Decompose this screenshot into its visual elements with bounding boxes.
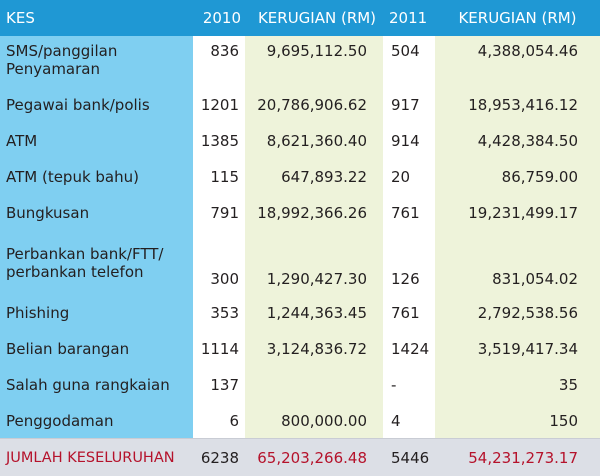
row-cases-2010: 836 bbox=[193, 36, 245, 87]
row-loss-2011: 86,759.00 bbox=[435, 159, 600, 195]
header-2010: 2010 bbox=[193, 0, 245, 36]
row-loss-2011: 831,054.02 bbox=[435, 231, 600, 295]
row-kes: Belian barangan bbox=[0, 331, 193, 367]
row-loss-2011: 150 bbox=[435, 403, 600, 438]
total-loss-2010: 65,203,266.48 bbox=[245, 438, 383, 476]
row-loss-2011: 3,519,417.34 bbox=[435, 331, 600, 367]
row-loss-2010: 3,124,836.72 bbox=[245, 331, 383, 367]
row-loss-2011: 4,388,054.46 bbox=[435, 36, 600, 87]
row-loss-2010: 18,992,366.26 bbox=[245, 195, 383, 231]
header-kerugian-2011: KERUGIAN (RM) bbox=[435, 0, 600, 36]
row-kes: Penggodaman bbox=[0, 403, 193, 438]
row-cases-2011: 914 bbox=[383, 123, 435, 159]
row-loss-2010: 647,893.22 bbox=[245, 159, 383, 195]
row-cases-2011: 4 bbox=[383, 403, 435, 438]
total-label: JUMLAH KESELURUHAN bbox=[0, 438, 193, 476]
row-loss-2011: 19,231,499.17 bbox=[435, 195, 600, 231]
row-loss-2010: 800,000.00 bbox=[245, 403, 383, 438]
row-loss-2010: 9,695,112.50 bbox=[245, 36, 383, 87]
row-loss-2011: 18,953,416.12 bbox=[435, 87, 600, 123]
total-cases-2010: 6238 bbox=[193, 438, 245, 476]
row-cases-2011: 20 bbox=[383, 159, 435, 195]
row-cases-2010: 1201 bbox=[193, 87, 245, 123]
row-cases-2010: 115 bbox=[193, 159, 245, 195]
row-cases-2010: 6 bbox=[193, 403, 245, 438]
row-cases-2011: 1424 bbox=[383, 331, 435, 367]
row-kes: ATM (tepuk bahu) bbox=[0, 159, 193, 195]
row-kes: Bungkusan bbox=[0, 195, 193, 231]
row-kes: Pegawai bank/polis bbox=[0, 87, 193, 123]
row-loss-2010: 1,290,427.30 bbox=[245, 231, 383, 295]
row-cases-2010: 791 bbox=[193, 195, 245, 231]
total-loss-2011: 54,231,273.17 bbox=[435, 438, 600, 476]
row-loss-2010: 8,621,360.40 bbox=[245, 123, 383, 159]
row-cases-2010: 353 bbox=[193, 295, 245, 331]
total-cases-2011: 5446 bbox=[383, 438, 435, 476]
row-kes: Perbankan bank/FTT/ perbankan telefon bbox=[0, 231, 193, 295]
row-kes: ATM bbox=[0, 123, 193, 159]
row-cases-2010: 300 bbox=[193, 231, 245, 295]
row-loss-2011: 35 bbox=[435, 367, 600, 403]
row-kes: Phishing bbox=[0, 295, 193, 331]
header-2011: 2011 bbox=[383, 0, 435, 36]
row-loss-2011: 4,428,384.50 bbox=[435, 123, 600, 159]
row-loss-2010: 20,786,906.62 bbox=[245, 87, 383, 123]
row-cases-2011: 126 bbox=[383, 231, 435, 295]
row-cases-2011: 761 bbox=[383, 295, 435, 331]
row-cases-2011: - bbox=[383, 367, 435, 403]
row-loss-2010 bbox=[245, 367, 383, 403]
header-kerugian-2010: KERUGIAN (RM) bbox=[245, 0, 383, 36]
row-kes: Salah guna rangkaian bbox=[0, 367, 193, 403]
row-cases-2010: 1114 bbox=[193, 331, 245, 367]
row-loss-2011: 2,792,538.56 bbox=[435, 295, 600, 331]
header-kes: KES bbox=[0, 0, 193, 36]
row-cases-2011: 504 bbox=[383, 36, 435, 87]
row-cases-2010: 1385 bbox=[193, 123, 245, 159]
row-cases-2010: 137 bbox=[193, 367, 245, 403]
row-loss-2010: 1,244,363.45 bbox=[245, 295, 383, 331]
row-cases-2011: 917 bbox=[383, 87, 435, 123]
row-kes: SMS/panggilan Penyamaran bbox=[0, 36, 193, 87]
row-cases-2011: 761 bbox=[383, 195, 435, 231]
